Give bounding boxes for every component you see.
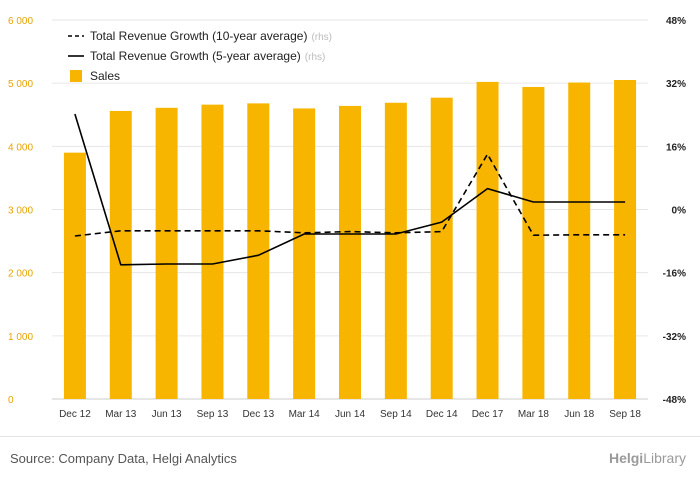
right-tick-label: 32% xyxy=(666,79,686,90)
bar-sales xyxy=(568,82,591,399)
x-tick-label: Jun 18 xyxy=(564,409,594,420)
legend-swatch-sales xyxy=(70,70,82,82)
source-note: Source: Company Data, Helgi Analytics xyxy=(10,451,237,466)
right-tick-label: 16% xyxy=(666,142,686,153)
line-growth-10y xyxy=(74,153,626,237)
legend-rhs-tag: (rhs) xyxy=(305,52,326,63)
left-tick-label: 1 000 xyxy=(8,332,33,343)
x-tick-label: Dec 13 xyxy=(242,409,274,420)
helgi-library-logo: HelgiLibrary xyxy=(609,450,686,466)
bar-sales xyxy=(247,103,270,399)
logo-suffix: Library xyxy=(643,450,686,466)
growth-lines xyxy=(74,113,626,266)
bars-sales xyxy=(63,80,637,400)
right-tick-label: -16% xyxy=(663,269,686,280)
x-tick-label: Jun 13 xyxy=(152,409,182,420)
x-tick-label: Sep 13 xyxy=(197,409,229,420)
legend-rhs-tag: (rhs) xyxy=(311,32,332,43)
bar-sales xyxy=(384,102,407,399)
bar-sales xyxy=(476,81,499,400)
x-tick-label: Sep 14 xyxy=(380,409,412,420)
left-tick-label: 3 000 xyxy=(8,206,33,217)
bar-sales xyxy=(430,97,453,399)
left-tick-label: 6 000 xyxy=(8,16,33,27)
right-tick-label: -48% xyxy=(663,395,686,406)
bar-sales xyxy=(293,108,316,399)
left-tick-label: 2 000 xyxy=(8,269,33,280)
bar-sales xyxy=(109,110,132,400)
bar-sales xyxy=(63,152,86,399)
right-tick-label: 0% xyxy=(672,206,687,217)
x-tick-label: Mar 18 xyxy=(518,409,550,420)
x-tick-label: Mar 13 xyxy=(105,409,137,420)
left-tick-label: 5 000 xyxy=(8,79,33,90)
x-tick-label: Dec 17 xyxy=(472,409,504,420)
legend-label: Sales xyxy=(90,69,120,83)
right-tick-label: 48% xyxy=(666,16,686,27)
right-axis: -48% -32% -16% 0% 16% 32% 48% xyxy=(663,16,686,406)
x-tick-label: Jun 14 xyxy=(335,409,365,420)
bar-sales xyxy=(155,107,178,399)
bar-sales xyxy=(614,80,637,399)
legend-label: Total Revenue Growth (5-year average) xyxy=(90,49,301,63)
x-tick-label: Dec 12 xyxy=(59,409,91,420)
logo-brand: Helgi xyxy=(608,450,644,466)
footer-divider xyxy=(0,436,700,437)
x-tick-label: Dec 14 xyxy=(426,409,458,420)
x-tick-label: Mar 14 xyxy=(289,409,321,420)
left-axis: 0 1 000 2 000 3 000 4 000 5 000 6 000 xyxy=(8,16,33,406)
bar-sales xyxy=(522,86,545,399)
left-tick-label: 4 000 xyxy=(8,142,33,153)
legend-label: Total Revenue Growth (10-year average) xyxy=(90,29,307,43)
left-tick-label: 0 xyxy=(8,395,14,406)
bar-sales xyxy=(339,105,361,399)
legend: Total Revenue Growth (10-year average) (r… xyxy=(68,29,332,83)
x-tick-label: Sep 18 xyxy=(609,409,641,420)
x-axis: Dec 12 Mar 13 Jun 13 Sep 13 Dec 13 Mar 14 Jun … xyxy=(59,409,641,420)
line-growth-5y xyxy=(74,113,626,266)
bar-sales xyxy=(201,104,224,399)
right-tick-label: -32% xyxy=(663,332,686,343)
